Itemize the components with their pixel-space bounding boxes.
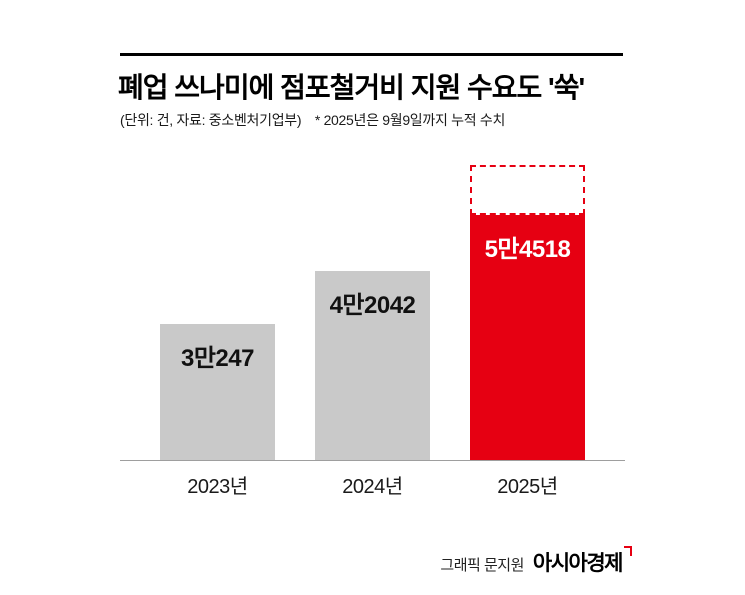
- x-axis-label-2: 2025년: [497, 476, 558, 498]
- bar-column-1: 4만2042: [315, 271, 430, 460]
- x-axis-label-1: 2024년: [342, 476, 403, 498]
- bar-chart: 3만247 4만2042 5만4518: [120, 160, 625, 460]
- projection-dashed-box: [470, 165, 585, 215]
- title-rule: [120, 53, 623, 56]
- bar-0: 3만247: [160, 324, 275, 460]
- x-axis-labels: 2023년 2024년 2025년: [120, 470, 625, 499]
- bar-1: 4만2042: [315, 271, 430, 460]
- bar-value-label-1: 4만2042: [329, 292, 416, 319]
- credit-text: 그래픽 문지원: [440, 557, 524, 574]
- x-axis-label-0: 2023년: [187, 476, 248, 498]
- chart-title: 폐업 쓰나미에 점포철거비 지원 수요도 '쑥': [118, 72, 585, 103]
- brand-logo: 아시아경제: [532, 546, 632, 577]
- asterisk-footnote: * 2025년은 9월9일까지 누적 수치: [314, 112, 506, 128]
- bar-value-label-2: 5만4518: [484, 236, 571, 263]
- bar-column-2: 5만4518: [470, 165, 585, 460]
- bar-value-label-0: 3만247: [181, 345, 254, 372]
- bar-2: 5만4518: [470, 215, 585, 460]
- unit-source-note: (단위: 건, 자료: 중소벤처기업부): [120, 112, 302, 128]
- bar-column-0: 3만247: [160, 324, 275, 460]
- footer-credit: 그래픽 문지원 아시아경제: [120, 546, 632, 577]
- brand-mark-icon: [624, 546, 632, 556]
- plot-area: 3만247 4만2042 5만4518: [120, 160, 625, 460]
- chart-subtitle: (단위: 건, 자료: 중소벤처기업부) * 2025년은 9월9일까지 누적 …: [120, 110, 680, 130]
- x-axis-line: [120, 460, 625, 461]
- brand-logo-text: 아시아경제: [532, 552, 624, 575]
